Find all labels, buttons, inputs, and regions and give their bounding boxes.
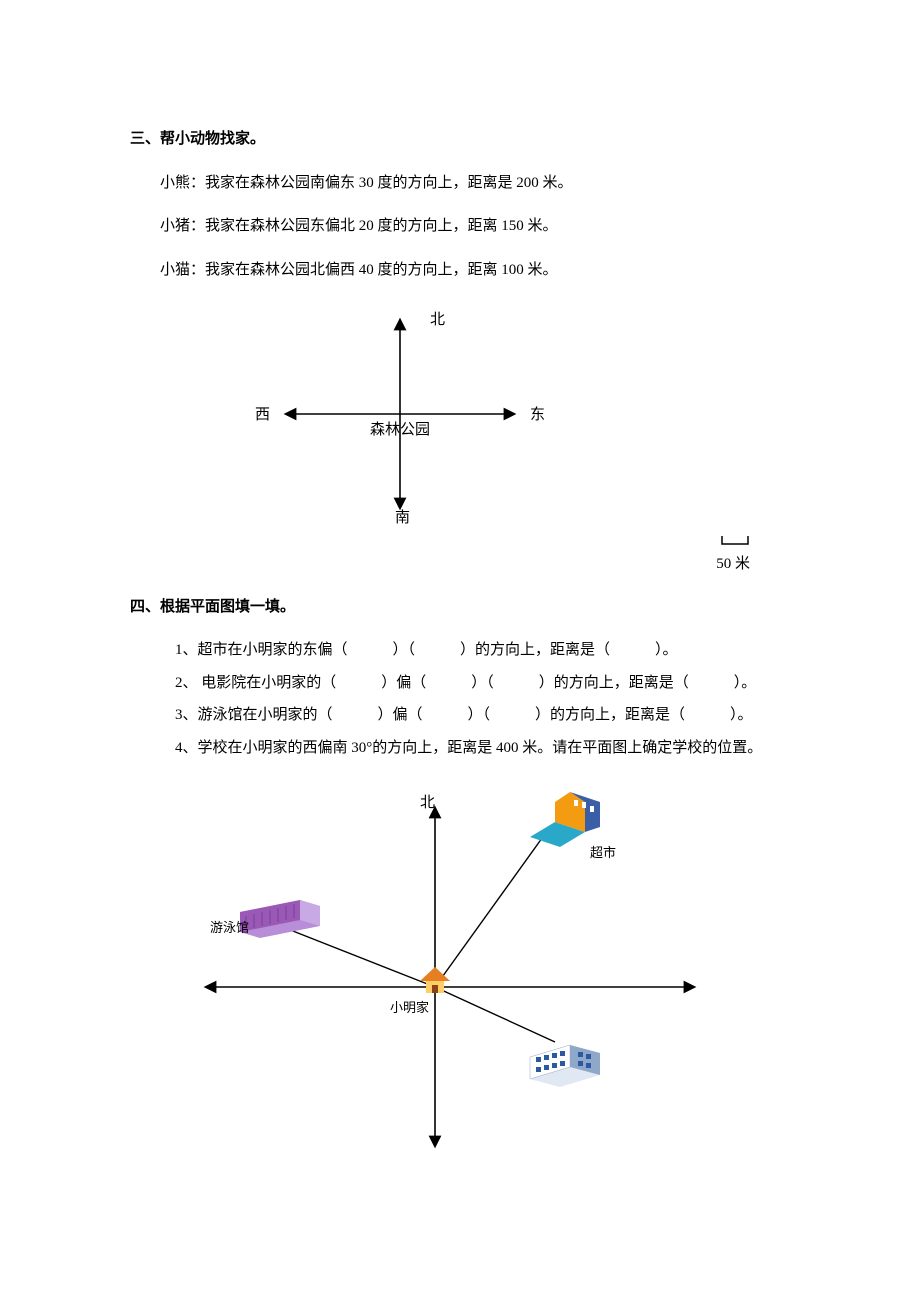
house-icon xyxy=(420,967,450,993)
compass-diagram: 北 南 东 西 森林公园 xyxy=(130,304,790,534)
compass-svg: 北 南 东 西 森林公园 xyxy=(130,304,790,534)
compass-center-label: 森林公园 xyxy=(370,421,430,438)
compass-east-label: 东 xyxy=(530,406,545,423)
section3-line-1: 小熊：我家在森林公园南偏东 30 度的方向上，距离是 200 米。 xyxy=(130,169,790,198)
plan-diagram: 北 小明家 超市 xyxy=(130,772,790,1152)
scale-bracket-icon xyxy=(720,534,750,546)
scale-label: 50 米 xyxy=(130,550,790,579)
plan-pool-label: 游泳馆 xyxy=(210,920,249,935)
section4-q1: 1、超市在小明家的东偏（ ）（ ）的方向上，距离是（ ）。 xyxy=(130,636,790,665)
compass-south-label: 南 xyxy=(395,509,410,526)
section3-title: 三、帮小动物找家。 xyxy=(130,125,790,154)
scale-marker xyxy=(130,534,790,546)
supermarket-icon xyxy=(530,792,600,847)
section4-title: 四、根据平面图填一填。 xyxy=(130,593,790,622)
plan-north-label: 北 xyxy=(420,794,435,811)
compass-north-label: 北 xyxy=(430,311,445,328)
pool-icon xyxy=(240,900,320,938)
plan-supermarket-label: 超市 xyxy=(590,845,616,860)
section3-line-3: 小猫：我家在森林公园北偏西 40 度的方向上，距离 100 米。 xyxy=(130,256,790,285)
section4-q4: 4、学校在小明家的西偏南 30°的方向上，距离是 400 米。请在平面图上确定学… xyxy=(130,734,790,763)
section4-q2: 2、 电影院在小明家的（ ）偏（ ）（ ）的方向上，距离是（ ）。 xyxy=(130,669,790,698)
plan-svg: 北 小明家 超市 xyxy=(130,772,790,1152)
section3-line-2: 小猪：我家在森林公园东偏北 20 度的方向上，距离 150 米。 xyxy=(130,212,790,241)
plan-center-label: 小明家 xyxy=(390,1000,429,1015)
compass-west-label: 西 xyxy=(255,407,270,423)
cinema-icon xyxy=(530,1045,600,1087)
section4-q3: 3、游泳馆在小明家的（ ）偏（ ）（ ）的方向上，距离是（ ）。 xyxy=(130,701,790,730)
